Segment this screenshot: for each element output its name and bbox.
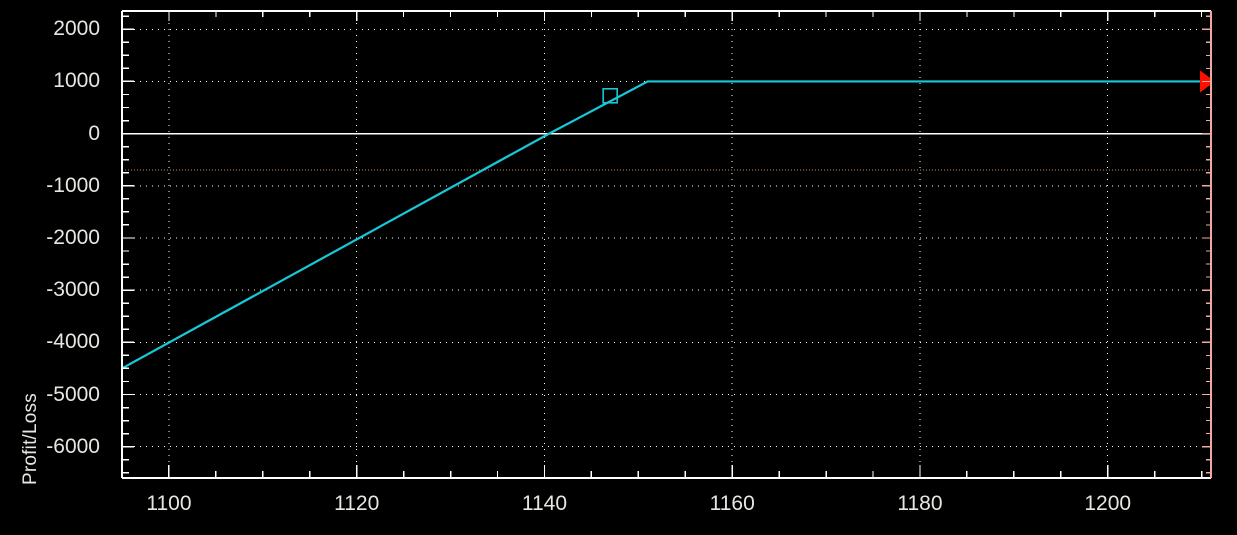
x-tick-label: 1160: [709, 492, 755, 515]
y-tick-label: 2000: [53, 17, 100, 41]
y-tick-label: -3000: [46, 278, 100, 302]
y-tick-label: -2000: [46, 225, 100, 249]
x-tick-label: 1140: [521, 492, 568, 515]
plot-area: [122, 11, 1211, 478]
series-line: [122, 80, 1211, 370]
x-tick-label: 1200: [1084, 492, 1132, 515]
y-tick-label: -1000: [46, 173, 100, 197]
y-axis-tick-labels: 2000 1000 0 -1000 -2000 -3000 -4000 -5000 -6000: [0, 0, 100, 535]
y-tick-label: -6000: [46, 434, 100, 458]
y-tick-label: -4000: [46, 330, 100, 354]
max-profit-marker[interactable]: [1200, 70, 1211, 93]
current-position-marker[interactable]: [602, 87, 618, 104]
x-tick-label: 1100: [146, 492, 192, 515]
y-tick-label: 1000: [53, 69, 100, 93]
plot-graphics: [122, 11, 1211, 478]
x-tick-label: 1180: [897, 492, 943, 515]
y-tick-label: 0: [88, 121, 100, 145]
y-tick-label: -5000: [46, 382, 100, 406]
x-tick-label: 1120: [334, 492, 380, 515]
